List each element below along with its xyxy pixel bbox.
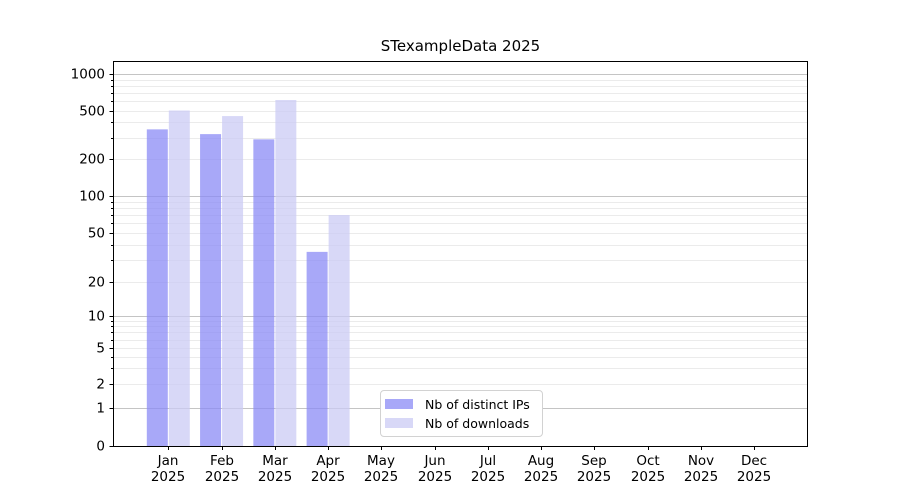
y-axis-ticks: 0 1 2 5 10 20 50 100 200 500 1000 [71,67,113,455]
bar-downloads-mar [275,100,297,446]
legend-swatch-downloads [385,418,413,428]
x-tick-month-oct: Oct [636,453,659,469]
x-tick-month-aug: Aug [528,453,554,469]
x-axis-ticks: Jan2025Feb2025Mar2025Apr2025May2025Jun20… [151,446,771,485]
x-tick-month-feb: Feb [210,453,234,469]
x-tick-year-nov: 2025 [684,469,718,485]
x-tick-month-mar: Mar [262,453,288,469]
x-tick-month-sep: Sep [581,453,606,469]
y-tick-label-50: 50 [88,226,105,242]
legend-item-downloads: Nb of downloads [385,416,542,431]
legend-swatch-distinct-ips [385,399,413,409]
bar-downloads-jan [168,110,190,446]
legend-label-distinct-ips: Nb of distinct IPs [425,396,530,412]
x-tick-month-jun: Jun [423,453,445,469]
x-tick-year-aug: 2025 [524,469,558,485]
x-tick-month-jan: Jan [157,453,179,469]
y-tick-label-200: 200 [79,152,105,168]
y-tick-label-0: 0 [96,439,105,455]
bars [146,100,350,447]
bar-distinct-ips-apr [306,251,328,446]
bar-distinct-ips-mar [253,139,275,447]
axes-frame [113,61,808,447]
x-tick-month-dec: Dec [741,453,767,469]
y-tick-label-1: 1 [96,401,105,417]
bar-distinct-ips-feb [200,134,222,447]
y-tick-label-2: 2 [96,377,105,393]
x-tick-year-mar: 2025 [258,469,292,485]
x-tick-month-may: May [367,453,395,469]
y-tick-label-20: 20 [88,275,105,291]
legend-item-distinct-ips: Nb of distinct IPs [385,397,542,412]
x-tick-year-jan: 2025 [151,469,185,485]
legend: Nb of distinct IPs Nb of downloads [380,390,543,437]
y-tick-label-5: 5 [96,341,105,357]
x-tick-year-apr: 2025 [311,469,345,485]
x-tick-month-apr: Apr [316,453,340,469]
bar-distinct-ips-jan [146,129,168,446]
x-tick-month-nov: Nov [688,453,714,469]
legend-label-downloads: Nb of downloads [425,415,530,431]
bar-downloads-feb [222,116,244,446]
y-tick-label-1000: 1000 [71,67,105,83]
bar-downloads-apr [328,215,350,446]
x-tick-year-oct: 2025 [631,469,665,485]
y-tick-label-500: 500 [79,104,105,120]
y-tick-label-10: 10 [88,309,105,325]
x-tick-year-feb: 2025 [205,469,239,485]
x-tick-month-jul: Jul [479,453,496,469]
x-tick-year-jul: 2025 [471,469,505,485]
x-tick-year-may: 2025 [364,469,398,485]
x-tick-year-jun: 2025 [418,469,452,485]
x-tick-year-sep: 2025 [577,469,611,485]
chart-title: STexampleData 2025 [380,37,541,55]
x-tick-year-dec: 2025 [737,469,771,485]
y-tick-label-100: 100 [79,189,105,205]
